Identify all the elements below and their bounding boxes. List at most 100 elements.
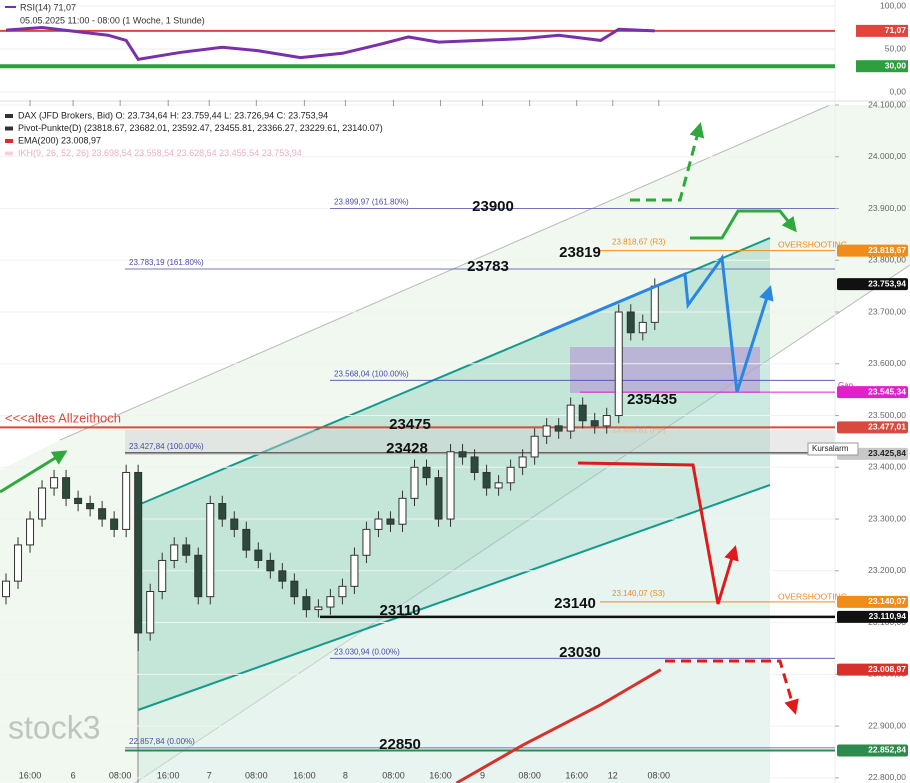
candle-body bbox=[254, 549, 263, 561]
candle-body bbox=[530, 435, 539, 458]
tag: OVERSHOOTING bbox=[778, 239, 847, 249]
x-tick-label: 8 bbox=[343, 770, 348, 780]
annotation: 23140 bbox=[554, 595, 596, 612]
candle-body bbox=[446, 451, 455, 520]
tag: OVERSHOOTING bbox=[778, 591, 847, 601]
annotation: 23110 bbox=[380, 602, 421, 619]
legend-swatch bbox=[5, 151, 13, 156]
rsi-line bbox=[5, 25, 655, 61]
ema-line bbox=[455, 668, 662, 783]
annotation: 23030 bbox=[559, 644, 601, 661]
candle-body bbox=[218, 503, 227, 520]
y-tick-label: 100,00 bbox=[880, 0, 906, 10]
price-tag bbox=[837, 595, 908, 608]
pivot-label: 23.140,07 (S3) bbox=[612, 589, 665, 598]
arrow bbox=[539, 253, 774, 393]
outer-channel-line bbox=[59, 104, 831, 441]
candle-body bbox=[398, 497, 407, 525]
price-tag bbox=[837, 386, 908, 399]
candle-body bbox=[62, 477, 71, 499]
price-tag bbox=[856, 24, 908, 37]
candle-body bbox=[470, 456, 479, 473]
fib-label: 23.899,97 (161.80%) bbox=[334, 198, 409, 207]
x-tick-label: 08:00 bbox=[382, 770, 405, 780]
candle-body bbox=[146, 591, 155, 634]
price-tag-label: 23.110,94 bbox=[869, 611, 907, 621]
y-tick-label: 22.800,00 bbox=[868, 772, 906, 782]
x-tick-label: 16:00 bbox=[293, 770, 316, 780]
fib-label: 23.427,84 (100.00%) bbox=[129, 442, 204, 451]
price-tag bbox=[856, 60, 908, 73]
price-tag-label: 23.753,94 bbox=[868, 278, 906, 288]
annotation: 235435 bbox=[627, 391, 677, 408]
candle-body bbox=[98, 508, 107, 520]
candle-body bbox=[554, 425, 563, 432]
x-tick-label: 08:00 bbox=[648, 770, 671, 780]
arrow bbox=[630, 122, 705, 202]
candle-body bbox=[86, 503, 95, 510]
price-tag-label: 23.425,84 bbox=[868, 448, 906, 458]
candle-body bbox=[122, 471, 131, 530]
candle-body bbox=[590, 420, 599, 427]
price-tag-label: 23.477,01 bbox=[868, 422, 906, 432]
tag: Kursalarm bbox=[812, 444, 849, 453]
price-tag bbox=[837, 610, 908, 623]
x-tick-label: 16:00 bbox=[429, 770, 452, 780]
price-tag-label: 23.140,07 bbox=[868, 596, 906, 606]
candle-body bbox=[386, 518, 395, 525]
x-tick-label: 7 bbox=[207, 770, 212, 780]
candle-body bbox=[542, 425, 551, 437]
price-tag-label: 23.545,34 bbox=[868, 386, 906, 396]
fib-label: 22.857,84 (0.00%) bbox=[129, 737, 195, 746]
candle-body bbox=[614, 311, 623, 417]
price-tag-label: 30,00 bbox=[885, 60, 907, 70]
x-tick-label: 16:00 bbox=[157, 770, 180, 780]
y-tick-label: 23.200,00 bbox=[868, 565, 906, 575]
pivot-label: 23.455,81 (PP) bbox=[612, 426, 666, 435]
legend-swatch bbox=[5, 114, 13, 118]
channel-line bbox=[137, 484, 771, 711]
annotation: 22850 bbox=[379, 736, 421, 753]
x-tick-label: 08:00 bbox=[109, 770, 132, 780]
candle-body bbox=[458, 451, 467, 458]
x-tick-label: 08:00 bbox=[245, 770, 268, 780]
fib-label: 23.568,04 (100.00%) bbox=[334, 369, 409, 378]
watermark: stock3 bbox=[8, 709, 100, 745]
candle-body bbox=[626, 311, 635, 334]
candle-body bbox=[410, 466, 419, 499]
gap-zone bbox=[570, 347, 760, 393]
candle-body bbox=[14, 544, 23, 582]
candle-body bbox=[302, 596, 311, 611]
tag: Gap bbox=[838, 381, 854, 390]
x-tick-label: 12 bbox=[608, 770, 618, 780]
candle-body bbox=[494, 482, 503, 489]
candle-body bbox=[110, 518, 119, 530]
legend-item: EMA(200) 23.008,97 bbox=[18, 135, 101, 145]
x-tick-label: 9 bbox=[480, 770, 485, 780]
fib-label: 23.030,94 (0.00%) bbox=[334, 647, 400, 656]
candle-body bbox=[374, 518, 383, 530]
rsi-subtitle: 05.05.2025 11:00 - 08:00 (1 Woche, 1 Stu… bbox=[20, 15, 205, 25]
y-tick-label: 23.500,00 bbox=[868, 410, 906, 420]
price-tag bbox=[837, 278, 908, 291]
fib-label: 23.783,19 (161.80%) bbox=[129, 258, 204, 267]
x-tick-label: 16:00 bbox=[19, 770, 42, 780]
candle-body bbox=[230, 518, 239, 530]
candle-body bbox=[566, 404, 575, 432]
y-tick-label: 23.800,00 bbox=[868, 255, 906, 265]
candle-body bbox=[314, 606, 323, 611]
annotation: 23783 bbox=[467, 258, 509, 275]
candle-body bbox=[350, 554, 359, 587]
tag-box bbox=[807, 442, 859, 456]
y-tick-label: 50,00 bbox=[885, 43, 907, 53]
price-tag bbox=[837, 663, 908, 676]
candle-body bbox=[638, 321, 647, 334]
y-tick-label: 23.300,00 bbox=[868, 513, 906, 523]
price-tag bbox=[837, 744, 908, 757]
price-tag bbox=[837, 421, 908, 434]
x-tick-label: 08:00 bbox=[518, 770, 541, 780]
candle-body bbox=[326, 596, 335, 608]
annotation: 23900 bbox=[472, 198, 514, 215]
price-tag-label: 23.818,67 bbox=[868, 245, 906, 255]
